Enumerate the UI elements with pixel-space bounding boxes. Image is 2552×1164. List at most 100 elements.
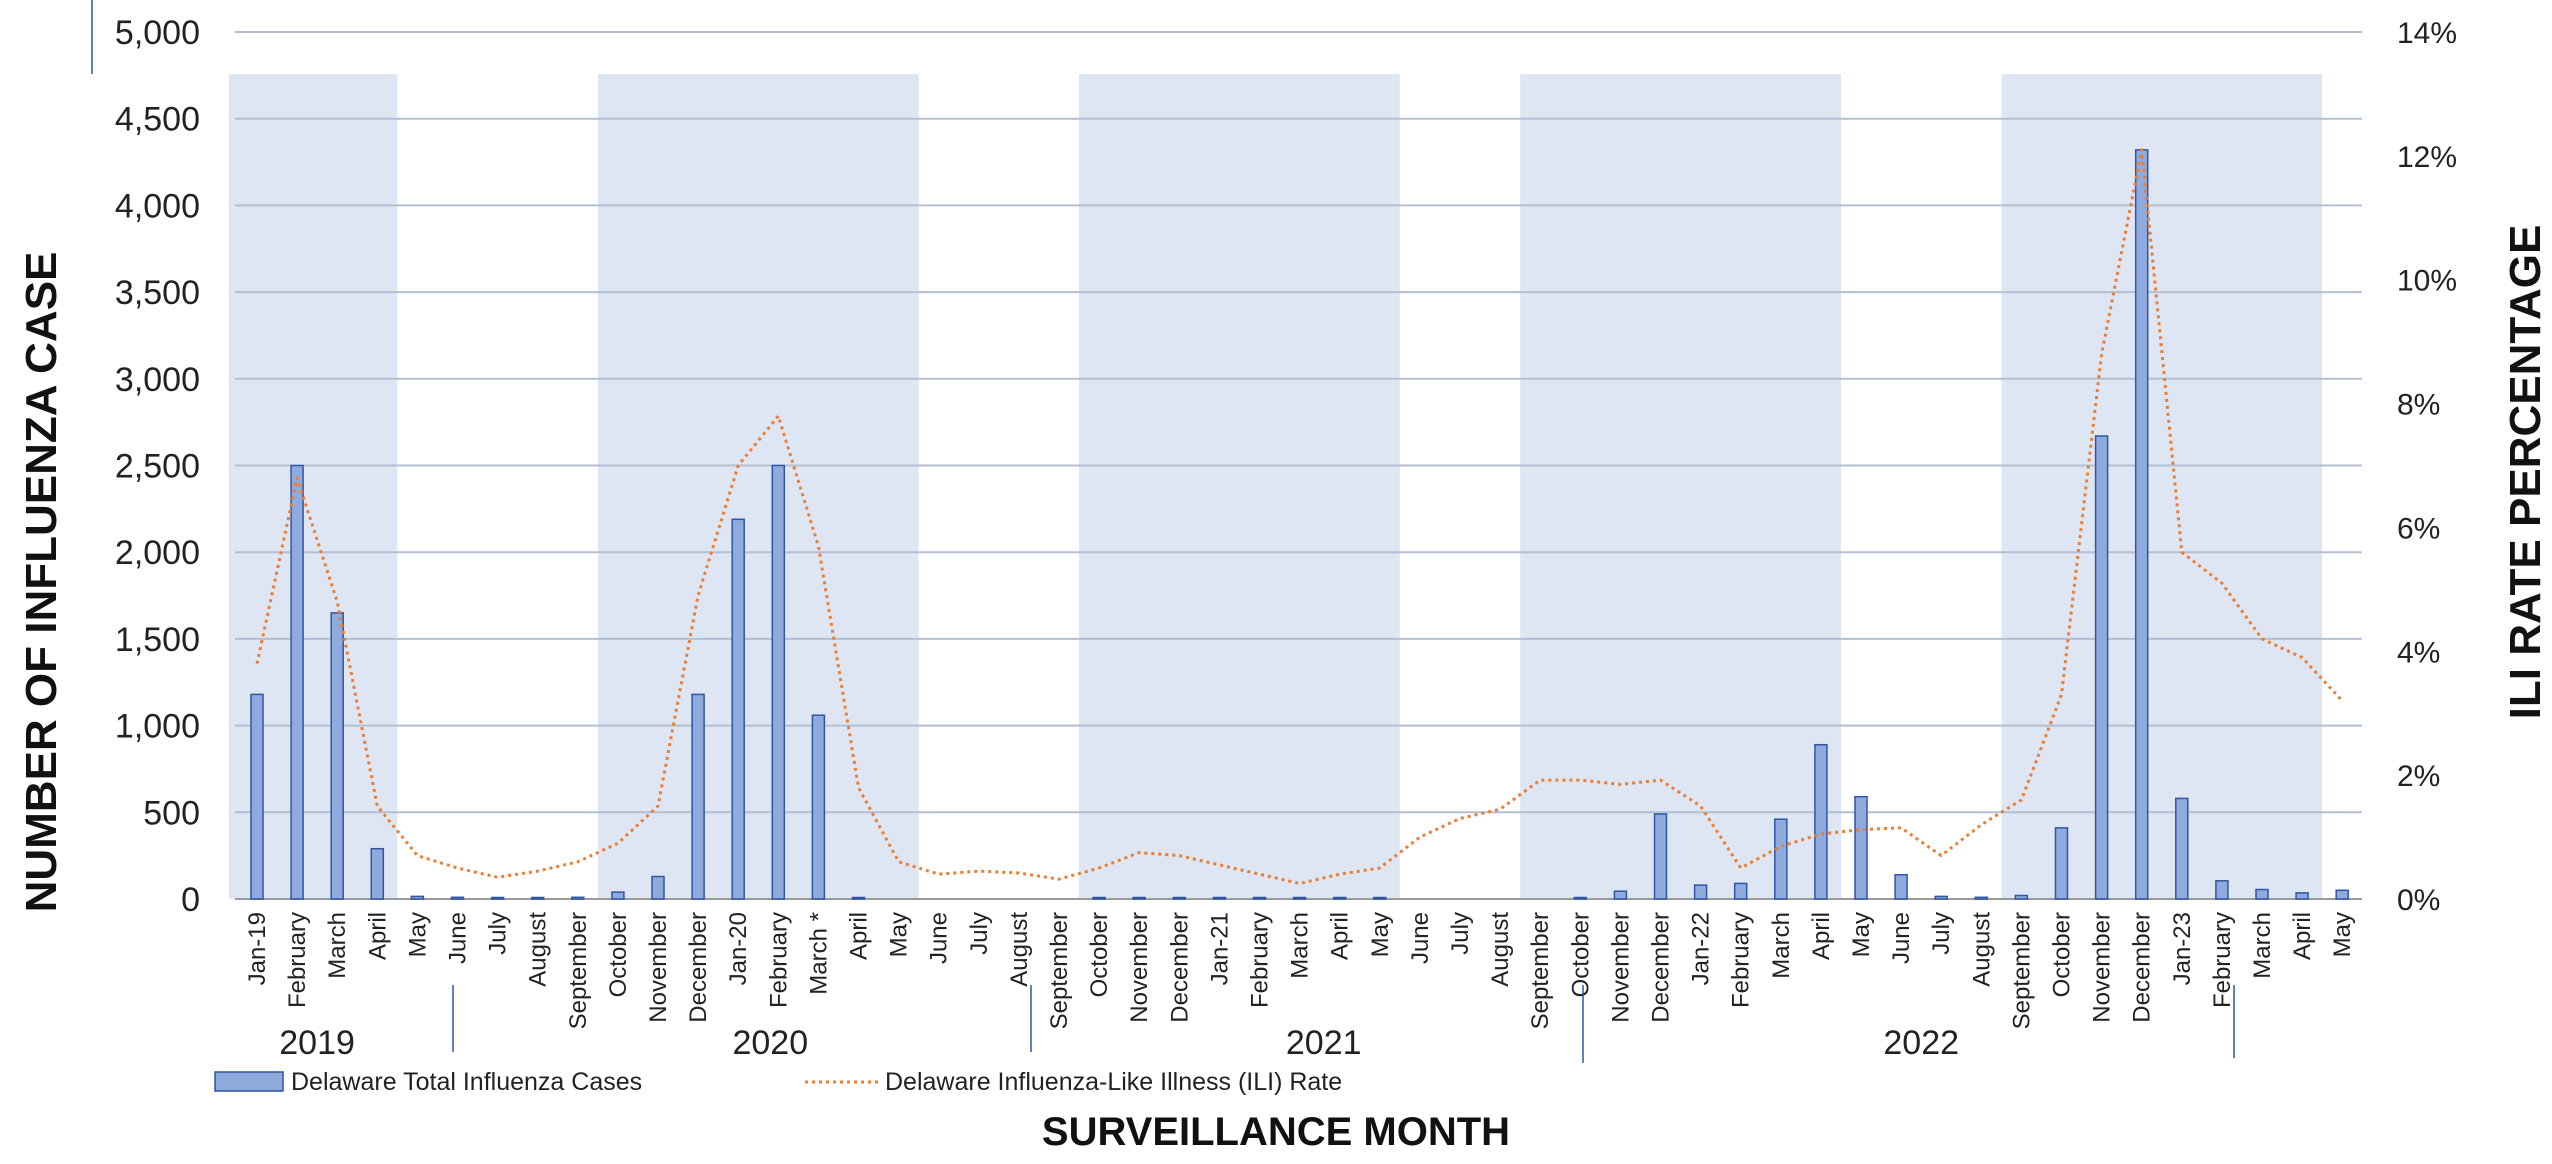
x-tick-label: Jan-20 [725,912,752,985]
x-tick-label: July [1928,912,1955,955]
case-bar [1733,882,1748,900]
x-tick-label: April [364,912,391,960]
case-bar [811,714,826,900]
x-tick-label: June [926,912,953,964]
x-tick-label: Jan-19 [244,912,271,985]
case-bar [2134,149,2149,900]
y-tick-label: 3,500 [115,274,200,312]
x-tick-label: August [1487,912,1514,987]
shade-band [2001,74,2323,899]
case-bar [691,693,705,900]
x-tick-label: December [2129,912,2156,1023]
year-separators [91,0,2235,1063]
legend-bar-label: Delaware Total Influenza Cases [291,1068,642,1096]
y-tick-label: 4,000 [115,187,200,225]
x-tick-label: April [1808,912,1835,960]
y-tick-label: 2,000 [115,534,200,572]
legend-bar-swatch [214,1071,284,1092]
x-tick-label: Jan-21 [1206,912,1233,985]
year-label: 2022 [1883,1024,1959,1062]
x-tick-label: December [1166,912,1193,1023]
case-bar [1894,873,1908,900]
case-bar [490,896,505,900]
case-bar [290,464,304,900]
y-tick-label: 1,500 [115,621,200,659]
case-bar [2335,889,2349,900]
case-bar [1854,795,1868,900]
shade-band [597,74,919,899]
x-tick-label: August [1006,912,1033,987]
x-tick-label: April [2289,912,2316,960]
x-tick-label: November [1607,912,1634,1023]
case-bar [330,612,344,900]
y2-tick-label: 6% [2397,512,2440,545]
x-tick-label: March [1768,912,1795,979]
case-bar [1212,896,1227,900]
x-tick-label: May [404,912,431,957]
y2-tick-label: 12% [2397,141,2457,174]
y2-tick-label: 0% [2397,884,2440,917]
y-tick-label: 1,000 [115,708,200,746]
case-bar [1292,896,1307,900]
case-bar [1332,896,1347,900]
year-label: 2019 [279,1024,355,1062]
case-bar [1814,743,1828,900]
ili-rate-line [255,148,2344,885]
case-bar [651,875,665,900]
x-tick-label: November [645,912,672,1023]
x-tick-label: October [605,912,632,997]
x-tick-label: July [1447,912,1474,955]
x-axis-ticks: Jan-19 February March April May June July Augus… [244,912,2356,1030]
x-tick-label: Jan-22 [1688,912,1715,985]
case-bar [450,896,465,900]
x-tick-label: August [1968,912,1995,987]
x-tick-label: March [324,912,351,979]
legend-line-label: Delaware Influenza-Like Illness (ILI) Ra… [885,1068,1342,1096]
y2-tick-label: 14% [2397,17,2457,50]
y-tick-label: 2,500 [115,448,200,486]
year-labels: 2019 2020 2021 2022 [279,1024,1959,1062]
y2-tick-label: 10% [2397,265,2457,298]
year-label: 2020 [732,1024,808,1062]
year-shade-bands [228,74,2323,899]
x-tick-label: November [1126,912,1153,1023]
case-bar [1693,884,1708,900]
x-tick-label: November [2089,912,2116,1023]
x-tick-label: October [1086,912,1113,997]
x-axis-title: SURVEILLANCE MONTH [1042,1110,1510,1154]
case-bars [250,149,2349,900]
x-tick-label: February [284,912,311,1008]
case-bar [771,464,786,900]
shade-band [1079,74,1400,899]
year-label: 2021 [1286,1024,1362,1062]
x-tick-label: May [2329,912,2356,957]
x-tick-label: October [2049,912,2076,997]
x-tick-label: July [966,912,993,955]
case-bar [2255,888,2269,900]
case-bar [1373,896,1387,900]
case-bar [851,896,866,900]
case-bar [1132,896,1146,900]
gridlines [235,31,2362,900]
x-tick-label: December [685,912,712,1023]
y-tick-label: 0 [181,881,200,919]
x-tick-label: June [445,912,472,964]
x-tick-label: May [886,912,913,957]
y-tick-label: 500 [143,794,200,832]
x-tick-label: June [1407,912,1434,964]
y2-axis-ticks: 0% 2% 4% 6% 8% 10% 12% 14% [2397,17,2457,917]
case-bar [1573,896,1588,900]
case-bar [410,895,425,900]
y2-axis-title: ILI RATE PERCENTAGE [2501,225,2550,720]
y-tick-label: 3,000 [115,361,200,399]
case-bar [2014,894,2029,900]
case-bar [571,896,585,900]
x-tick-label: February [1247,912,1274,1008]
x-tick-label: July [485,912,512,955]
legend: Delaware Total Influenza Cases Delaware … [214,1068,1342,1096]
x-tick-label: May [1367,912,1394,957]
case-bar [370,847,385,900]
case-bar [2054,827,2069,900]
x-tick-label: August [525,912,552,987]
case-bar [250,693,264,900]
